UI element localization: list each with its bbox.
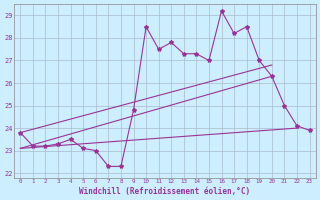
X-axis label: Windchill (Refroidissement éolien,°C): Windchill (Refroidissement éolien,°C) xyxy=(79,187,251,196)
